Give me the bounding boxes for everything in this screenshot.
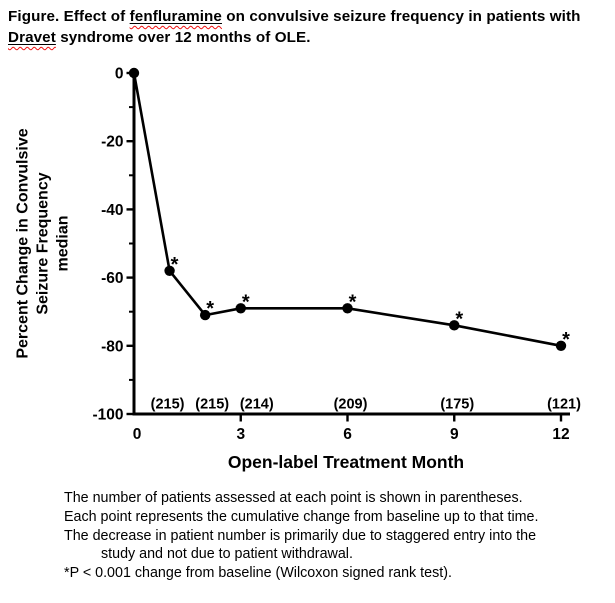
n-count-label: (175)	[440, 397, 474, 413]
significance-asterisk: *	[349, 291, 357, 313]
chart-canvas: 0 -20 -40 -60 -80 -100 0 3 6 9 12 (215) (215) (214) (2…	[15, 66, 582, 473]
n-count-label: (121)	[547, 397, 581, 413]
footnote-line: study and not due to patient withdrawal.	[101, 546, 353, 563]
figure-title: Figure. Effect of fenfluramine on convul…	[8, 6, 612, 48]
x-axis-title: Open-label Treatment Month	[228, 452, 464, 472]
y-tick-label: -80	[101, 338, 123, 355]
significance-asterisk: *	[455, 308, 463, 330]
y-tick-label: -100	[92, 407, 123, 424]
x-tick-label: 6	[343, 426, 352, 443]
n-count-label: (214)	[240, 397, 274, 413]
misspelled-word: Dravet	[8, 29, 56, 46]
x-tick-label: 3	[236, 426, 245, 443]
y-tick-label: -40	[101, 202, 123, 219]
x-tick-label: 12	[552, 426, 569, 443]
data-point	[164, 265, 175, 276]
significance-asterisk: *	[242, 291, 250, 313]
footnote-line: Each point represents the cumulative cha…	[64, 508, 539, 525]
significance-asterisk: *	[206, 298, 214, 320]
footnote-line: *P < 0.001 change from baseline (Wilcoxo…	[64, 565, 452, 582]
y-axis-title-line: Seizure Frequency	[35, 172, 52, 314]
data-point	[342, 303, 353, 314]
figure-title-line: Dravet syndrome over 12 months of OLE.	[8, 27, 612, 48]
y-tick-label: 0	[115, 66, 124, 83]
y-axis-title-line: Percent Change in Convulsive	[15, 128, 32, 358]
n-count-label: (215)	[151, 397, 185, 413]
n-count-label: (215)	[195, 397, 229, 413]
spellcheck-squiggle: fenfluramine	[129, 8, 222, 25]
title-text: syndrome over 12 months of OLE.	[55, 29, 311, 46]
y-axis-title-line: median	[55, 215, 72, 271]
title-text: on convulsive seizure frequency in patie…	[221, 8, 581, 25]
y-tick-label: -60	[101, 270, 123, 287]
significance-asterisk: *	[171, 254, 179, 276]
x-tick-label: 9	[450, 426, 459, 443]
data-point	[128, 67, 140, 79]
spellcheck-squiggle: Dravet	[8, 29, 56, 46]
figure-title-line: Figure. Effect of fenfluramine on convul…	[8, 6, 612, 27]
footnotes: The number of patients assessed at each …	[64, 489, 612, 583]
footnote-line: The decrease in patient number is primar…	[64, 527, 537, 544]
y-tick-label: -20	[101, 134, 123, 151]
data-point	[449, 320, 460, 331]
x-tick-label: 0	[133, 426, 142, 443]
misspelled-word: fenfluramine	[130, 8, 222, 25]
data-point	[235, 303, 246, 314]
n-count-label: (209)	[334, 397, 368, 413]
data-point	[555, 340, 567, 351]
footnote-line: The number of patients assessed at each …	[64, 490, 523, 506]
title-text: Figure. Effect of	[8, 8, 130, 25]
data-point	[199, 309, 211, 321]
significance-asterisk: *	[562, 329, 570, 351]
line-chart: 0 -20 -40 -60 -80 -100 0 3 6 9 12 (215) (215) (214) (2…	[0, 55, 615, 485]
